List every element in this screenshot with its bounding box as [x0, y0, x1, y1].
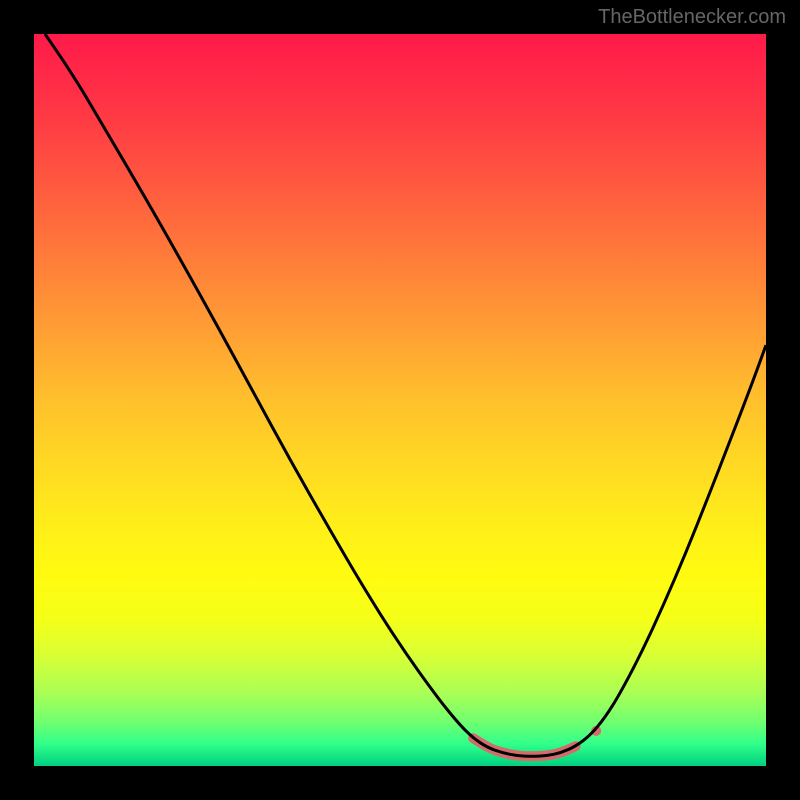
chart-overlay: [34, 34, 766, 766]
bottleneck-curve: [45, 34, 766, 756]
watermark-text: TheBottlenecker.com: [598, 6, 786, 29]
chart-plot-area: [34, 34, 766, 766]
